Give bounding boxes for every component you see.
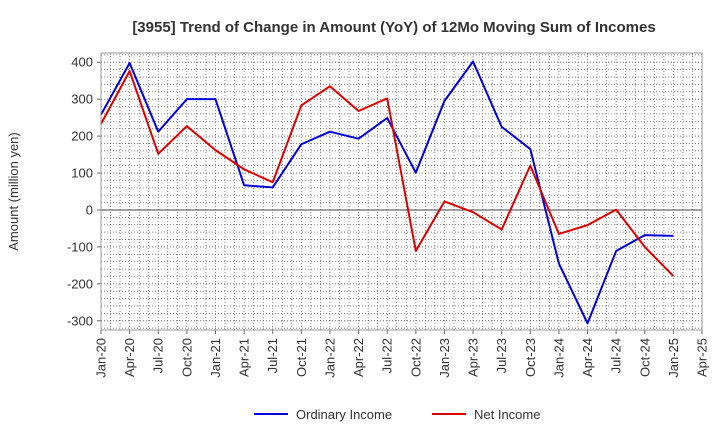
x-tick-label: Oct-20 bbox=[179, 338, 194, 377]
x-tick-label: Jan-24 bbox=[551, 338, 566, 378]
x-tick-label: Apr-22 bbox=[351, 338, 366, 377]
legend-label: Ordinary Income bbox=[296, 407, 392, 422]
x-tick-label: Jan-25 bbox=[666, 338, 681, 378]
x-tick-label: Jul-21 bbox=[265, 338, 280, 373]
y-tick-label: 0 bbox=[86, 202, 93, 217]
y-tick-label: 100 bbox=[71, 166, 93, 181]
y-axis-ticks: -300 -200 -100 0 100 200 300 400 bbox=[67, 55, 101, 328]
x-axis-ticks: Jan-20 Apr-20 Jul-20 Oct-20 Jan-21 Apr-21 Jul-… bbox=[94, 330, 710, 378]
x-tick-label: Jul-24 bbox=[609, 338, 624, 373]
x-tick-label: Jan-23 bbox=[437, 338, 452, 378]
y-tick-label: -100 bbox=[67, 239, 93, 254]
y-tick-label: 400 bbox=[71, 55, 93, 70]
x-tick-label: Oct-23 bbox=[523, 338, 538, 377]
y-tick-label: 200 bbox=[71, 129, 93, 144]
x-tick-label: Jan-20 bbox=[94, 338, 109, 378]
series-lines bbox=[100, 60, 675, 325]
x-tick-label: Jul-23 bbox=[494, 338, 509, 373]
x-tick-label: Oct-22 bbox=[408, 338, 423, 377]
y-tick-label: -200 bbox=[67, 276, 93, 291]
x-tick-label: Apr-23 bbox=[466, 338, 481, 377]
x-tick-label: Oct-24 bbox=[637, 338, 652, 377]
y-axis-label: Amount (million yen) bbox=[6, 132, 21, 251]
y-tick-label: -300 bbox=[67, 313, 93, 328]
x-tick-label: Apr-24 bbox=[580, 338, 595, 377]
series-line-1 bbox=[100, 70, 675, 277]
x-tick-label: Apr-25 bbox=[695, 338, 710, 377]
x-tick-label: Jul-20 bbox=[151, 338, 166, 373]
x-tick-label: Apr-20 bbox=[122, 338, 137, 377]
legend: Ordinary Income Net Income bbox=[254, 407, 540, 422]
y-tick-label: 300 bbox=[71, 92, 93, 107]
series-line-0 bbox=[100, 60, 674, 325]
chart-title: [3955] Trend of Change in Amount (YoY) o… bbox=[132, 19, 655, 36]
x-tick-label: Oct-21 bbox=[294, 338, 309, 377]
x-tick-label: Jan-21 bbox=[208, 338, 223, 378]
legend-label: Net Income bbox=[474, 407, 540, 422]
x-tick-label: Apr-21 bbox=[237, 338, 252, 377]
grid bbox=[101, 53, 702, 330]
x-tick-label: Jul-22 bbox=[380, 338, 395, 373]
x-tick-label: Jan-22 bbox=[322, 338, 337, 378]
plot-frame bbox=[100, 52, 703, 331]
